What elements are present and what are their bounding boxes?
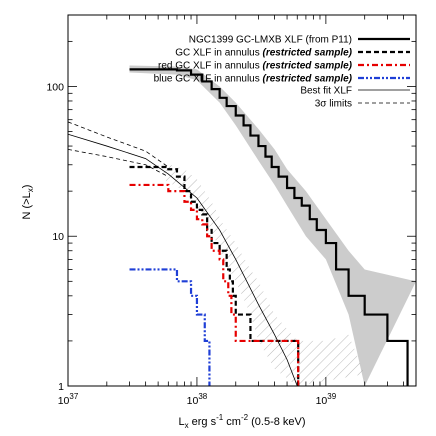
axis-ticks — [67, 14, 417, 387]
legend-label-5: 3σ limits — [315, 99, 352, 110]
tick-labels: 1037 1038 1039 1 10 100 — [46, 81, 336, 407]
series-step-3 — [129, 268, 211, 386]
legend-label-4: Best fit XLF — [300, 86, 352, 97]
legend: NGC1399 GC-LMXB XLF (from P11) GC XLF in … — [154, 35, 410, 110]
legend-label-3: blue GC XLF in annulus (restricted sampl… — [154, 74, 353, 85]
legend-label-1: GC XLF in annulus (restricted sample) — [175, 48, 352, 59]
sigma-lower-line — [68, 149, 169, 177]
uncertainty-band-1 — [163, 162, 365, 386]
x-axis-title: Lx erg s-1 cm-2 (0.5-8 keV) — [178, 413, 305, 430]
uncertainty-bands — [129, 65, 416, 386]
legend-label-0: NGC1399 GC-LMXB XLF (from P11) — [189, 35, 352, 46]
plot-frame — [67, 14, 417, 387]
y-axis-title: N (>Lx) — [21, 185, 35, 220]
series-step-0 — [129, 68, 409, 386]
x-tick-label: 1037 — [58, 392, 79, 407]
x-tick-label: 1038 — [187, 392, 208, 407]
x-tick-label: 1039 — [316, 392, 337, 407]
y-tick-label: 10 — [52, 231, 64, 243]
y-tick-label: 1 — [58, 381, 64, 393]
series-lines — [68, 68, 409, 386]
y-tick-label: 100 — [46, 81, 64, 93]
sigma-upper-line — [68, 121, 169, 168]
series-step-2 — [129, 183, 300, 386]
legend-label-2: red GC XLF in annulus (restricted sample… — [158, 61, 353, 72]
series-line-4 — [68, 133, 298, 386]
